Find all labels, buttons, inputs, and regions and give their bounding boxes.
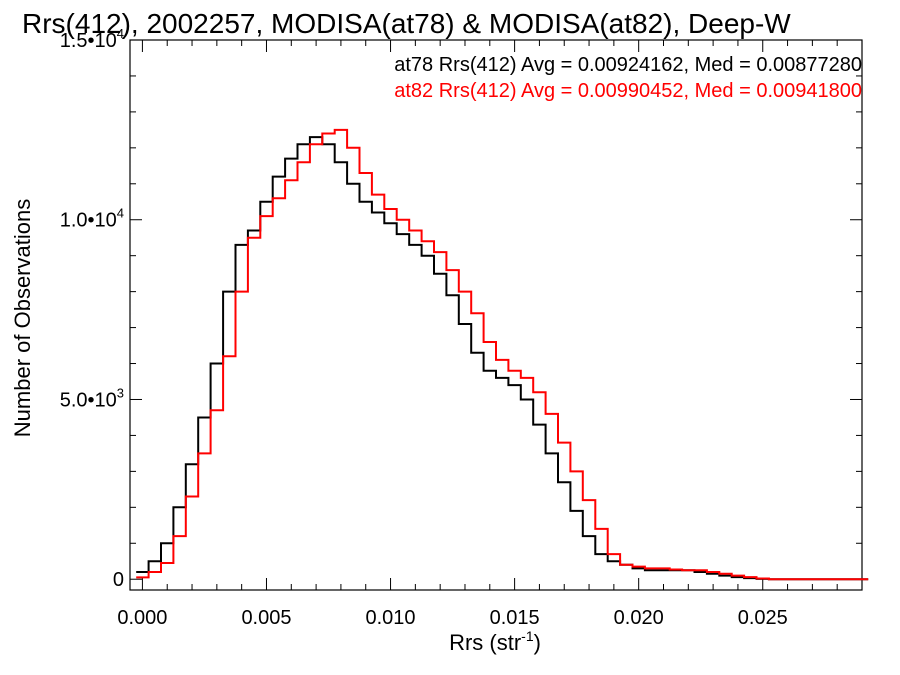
y-tick-label: 5.0•103 (60, 385, 124, 411)
series-line-at82 (136, 128, 869, 581)
x-tick-label: 0.010 (366, 607, 416, 629)
plot-frame (129, 39, 863, 591)
x-tick-label: 0.015 (490, 607, 540, 629)
x-tick-label: 0.020 (614, 607, 664, 629)
x-tick-label: 0.025 (738, 607, 788, 629)
annotation-at78: at78 Rrs(412) Avg = 0.00924162, Med = 0.… (394, 54, 862, 76)
x-tick-label: 0.005 (241, 607, 291, 629)
x-axis-label-main: Rrs (str (449, 630, 521, 655)
x-axis-label-close: ) (534, 630, 541, 655)
x-axis-label: Rrs (str-1) (449, 628, 541, 655)
y-tick-label: 1.5•104 (60, 26, 124, 52)
x-tick-label: 0.000 (117, 607, 167, 629)
axes: 0.000 0.005 0.010 0.015 0.020 0.025 0 5.0•103 1.… (60, 26, 863, 629)
chart-title: Rrs(412), 2002257, MODISA(at78) & MODISA… (22, 8, 791, 39)
x-axis-label-sup: -1 (521, 628, 534, 644)
series-line-at78 (136, 136, 869, 581)
y-tick-label: 1.0•104 (60, 206, 124, 232)
y-axis-label: Number of Observations (10, 199, 35, 437)
annotation-at82: at82 Rrs(412) Avg = 0.00990452, Med = 0.… (394, 80, 862, 102)
y-tick-label: 0 (113, 569, 124, 591)
series-group (136, 128, 869, 581)
